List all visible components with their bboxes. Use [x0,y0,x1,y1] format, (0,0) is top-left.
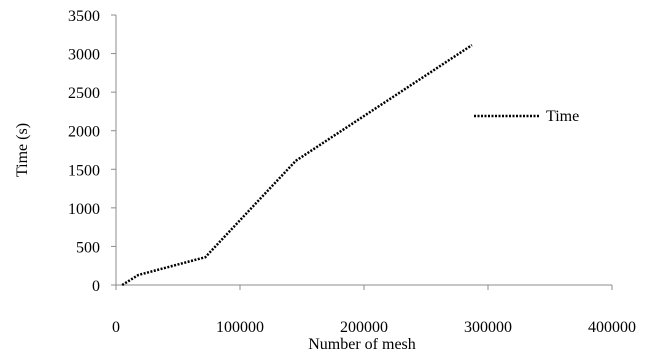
y-ticks: 0 500 1000 1500 2000 2500 3000 3500 [68,8,116,295]
y-tick-label: 1500 [68,162,100,179]
legend: Time [474,108,579,125]
x-tick-label: 300000 [464,319,512,336]
y-tick-label: 3000 [68,47,100,64]
axes [115,15,612,286]
x-tick-label: 100000 [216,319,264,336]
y-tick-label: 1000 [68,201,100,218]
y-tick-label: 3500 [68,8,100,25]
y-tick-label: 2500 [68,85,100,102]
x-tick-label: 0 [112,319,120,336]
x-axis-title: Number of mesh [308,336,416,353]
legend-label-time: Time [546,108,579,125]
y-tick-label: 2000 [68,124,100,141]
x-ticks: 0 100000 200000 300000 400000 [112,285,636,336]
y-tick-label: 500 [76,239,100,256]
x-tick-label: 400000 [588,319,636,336]
y-axis-title: Time (s) [14,123,31,177]
series-layer [121,44,473,287]
series-line-time [121,44,473,287]
x-tick-label: 200000 [340,319,388,336]
y-tick-label: 0 [92,278,100,295]
